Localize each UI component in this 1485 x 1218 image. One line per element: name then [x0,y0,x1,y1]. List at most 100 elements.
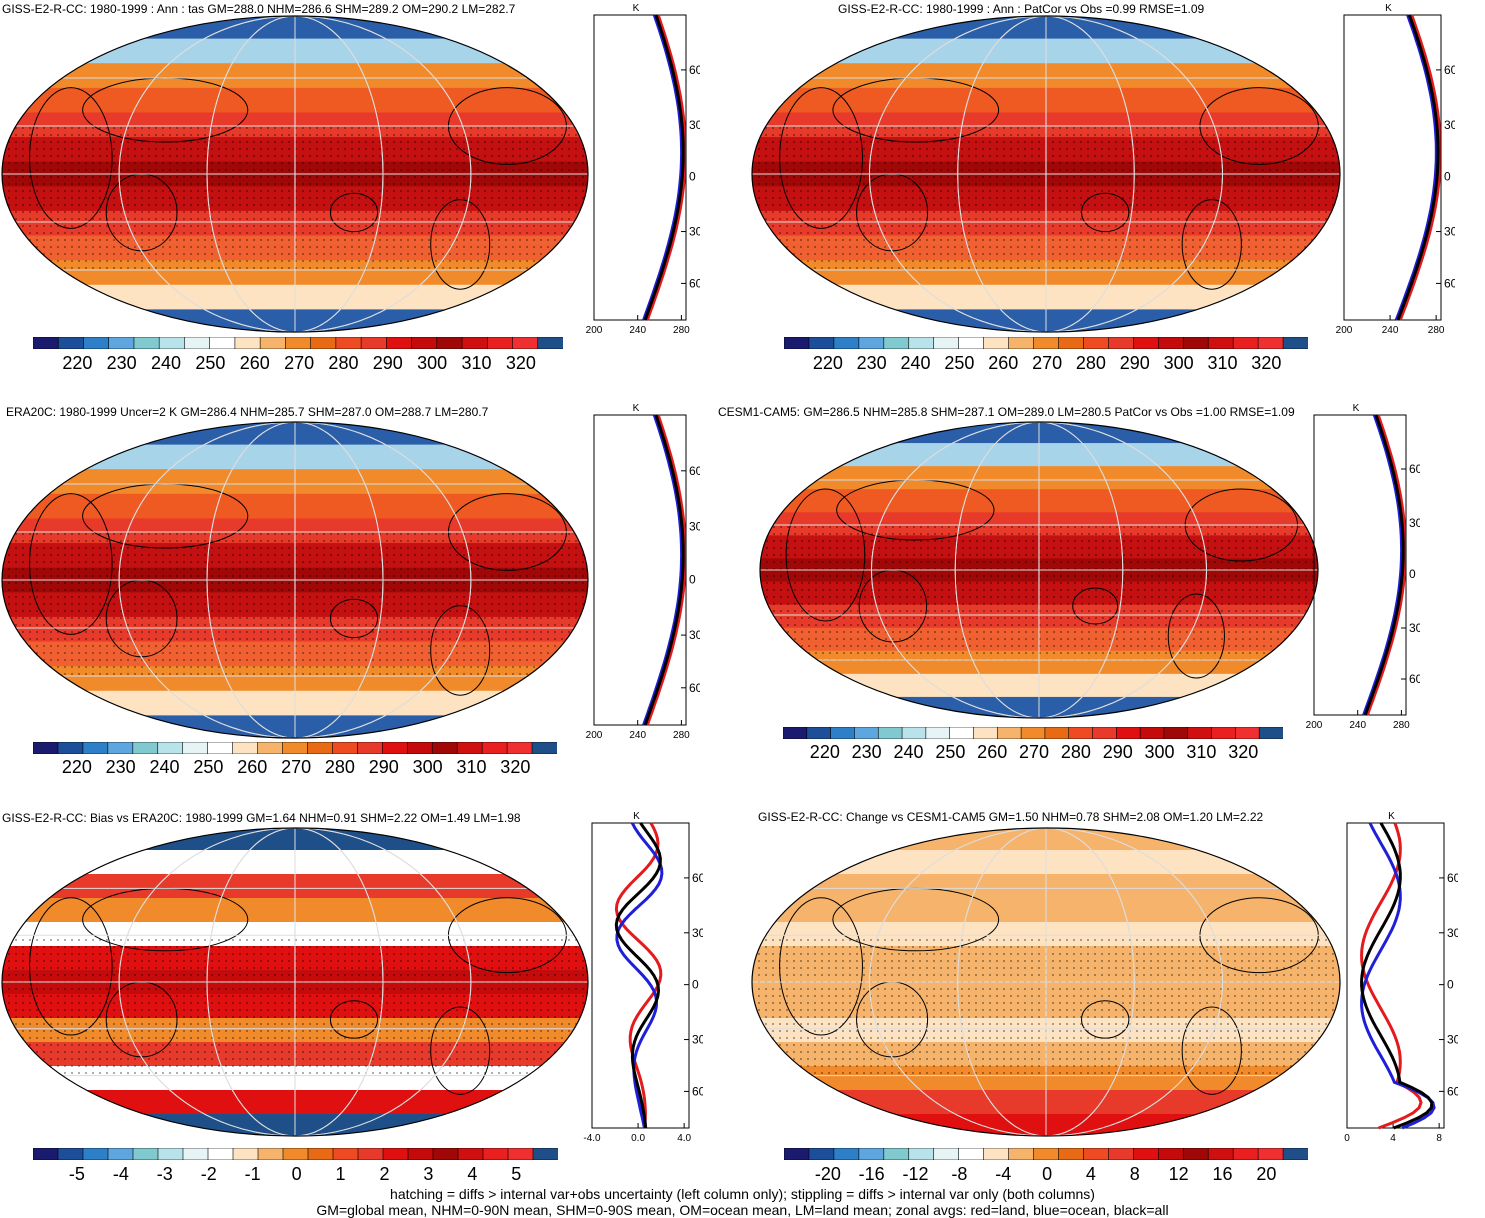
colorbar-swatch [537,337,563,349]
colorbar-tick-label: 270 [1032,353,1063,373]
colorbar-swatch [854,727,880,739]
panel-abs-model-patcor: GISS-E2-R-CC: 1980-1999 : Ann : PatCor v… [748,0,1485,400]
graticule-lon [869,16,1223,332]
zonal-x-label: -4.0 [583,1133,601,1144]
graticule-lon [118,828,472,1136]
colorbar-tick-label: 2 [379,1164,390,1184]
colorbar-swatch [482,1148,509,1160]
colorbar-swatch [1083,1148,1110,1160]
zonal-lat-label: 30N [1444,118,1455,132]
colorbar-swatch [1235,727,1260,739]
zonal-curve [1394,14,1438,321]
colorbar-swatch [1187,727,1213,739]
colorbar-swatch [407,1148,434,1160]
colorbar-swatch [108,337,135,349]
colorbar-tick-label: 260 [977,742,1008,762]
colorbar-swatch [132,742,159,754]
colorbar-swatch [833,1148,860,1160]
zonal-lat-label: 60N [692,871,703,885]
zonal-curve [1396,14,1440,321]
colorbar [33,742,557,754]
colorbar-swatch [382,1148,409,1160]
zonal-mean-plot: K 60N 30N 0 30S 60S 200 240 280 [1336,3,1455,336]
colorbar-tick-label: 240 [900,353,931,373]
panel-title: GISS-E2-R-CC: Change vs CESM1-CAM5 GM=1.… [758,810,1264,824]
colorbar-tick-label: 320 [1228,742,1259,762]
colorbar-swatch [332,1148,359,1160]
graticule-lon [869,828,1223,1136]
zonal-lat-label: 30S [689,628,700,642]
colorbar-ticks: -5 -4 -3 -2 -1 0 1 2 3 4 5 [33,1164,558,1186]
colorbar-tick-label: 270 [281,757,312,777]
zonal-curve [1363,414,1405,716]
colorbar-swatch [307,1148,334,1160]
colorbar-tick-label: 270 [1019,742,1050,762]
graticule-lon [957,16,1135,332]
colorbar-tick-label: 300 [1163,353,1194,373]
colorbar-swatch [382,742,409,754]
colorbar-tick-label: -8 [951,1164,968,1184]
colorbar-swatch [457,1148,484,1160]
colorbar-swatch [1068,727,1094,739]
colorbar-tick-label: 290 [368,757,399,777]
colorbar-swatch [182,742,209,754]
colorbar-swatch [933,1148,960,1160]
zonal-x-label: 240 [629,325,646,336]
colorbar-swatch [406,742,434,754]
colorbar-swatch [1207,1148,1234,1160]
colorbar-tick-label: 260 [237,757,268,777]
colorbar-swatch [486,337,514,349]
colorbar-swatch [830,727,856,739]
colorbar-tick-label: 8 [1129,1164,1140,1184]
zonal-lat-label: 60N [689,63,700,77]
zonal-curve [643,414,685,726]
colorbar-swatch [933,337,960,349]
colorbar-tick-label: 220 [61,757,92,777]
colorbar-tick-label: 20 [1256,1164,1277,1184]
zonal-mean-plot: K 60N 30N 0 30S 60S 200 240 280 [1306,403,1420,731]
colorbar-swatch [1108,337,1135,349]
colorbar-swatch [784,337,810,349]
zonal-lat-label: 30S [692,1033,703,1047]
colorbar-swatch [282,1148,309,1160]
zonal-lat-label: 0 [689,572,696,586]
colorbar-tick-label: 260 [988,353,1019,373]
colorbar-tick-label: 270 [284,353,315,373]
colorbar-swatch [1163,727,1189,739]
colorbar-tick-label: 320 [500,757,531,777]
zonal-x-label: 4.0 [677,1133,691,1144]
colorbar-tick-label: 0 [291,1164,302,1184]
colorbar-swatch [33,1148,59,1160]
zonal-frame [593,414,687,726]
colorbar-swatch [57,1148,84,1160]
panel-abs-obs: ERA20C: 1980-1999 Uncer=2 K GM=286.4 NHM… [0,400,742,800]
footer-note-2: GM=global mean, NHM=0-90N mean, SHM=0-90… [316,1202,1169,1218]
colorbar-tick-label: 3 [423,1164,434,1184]
colorbar-swatch [883,337,910,349]
colorbar-tick-label: 4 [467,1164,478,1184]
zonal-x-label: 280 [673,325,690,336]
colorbar-swatch [133,337,160,349]
colorbar-swatch [232,742,259,754]
zonal-x-label: 0.0 [631,1133,645,1144]
colorbar-tick-label: 220 [62,353,93,373]
graticule-lon [206,16,384,332]
zonal-lat-label: 30S [1447,1033,1458,1047]
colorbar-tick-label: -4 [112,1164,129,1184]
colorbar-swatch [858,1148,885,1160]
colorbar-swatch [182,1148,209,1160]
panel-title: CESM1-CAM5: GM=286.5 NHM=285.8 SHM=287.1… [718,405,1295,419]
zonal-curve [642,414,684,726]
zonal-lat-label: 0 [692,978,699,992]
zonal-mean-plot: K 60N 30N 0 30S 60S 0 4 8 [1344,811,1458,1144]
zonal-curve [642,14,684,321]
colorbar-tick-label: 310 [461,353,492,373]
zonal-lat-label: 30N [689,520,700,534]
colorbar-tick-label: 260 [239,353,270,373]
colorbar-swatch [1044,727,1070,739]
colorbar-tick-label: 300 [417,353,448,373]
zonal-lat-label: 60N [1409,462,1420,476]
colorbar-swatch [925,727,951,739]
colorbar-swatch [1257,1148,1284,1160]
colorbar-swatch [307,742,334,754]
